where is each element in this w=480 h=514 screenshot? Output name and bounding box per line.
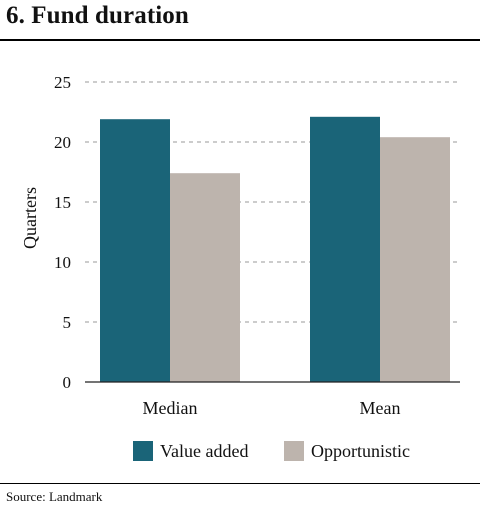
bars [100, 116, 450, 383]
y-tick-label: 25 [54, 73, 71, 92]
y-tick-label: 10 [54, 253, 71, 272]
legend-swatch [133, 441, 153, 461]
bar-value-added-mean [310, 116, 380, 383]
source-rule [0, 483, 480, 484]
source-note: Source: Landmark [6, 489, 103, 504]
y-axis-label: Quarters [20, 187, 40, 249]
x-category-label: Mean [360, 398, 401, 418]
bar-opportunistic-median [170, 173, 240, 382]
y-ticks: 0 5 10 15 20 25 [54, 73, 71, 392]
y-tick-label: 5 [63, 313, 72, 332]
legend-label: Value added [160, 441, 248, 461]
bar-chart: 0 5 10 15 20 25 Median Mean Quarters Value add… [20, 73, 460, 461]
legend-swatch [284, 441, 304, 461]
legend: Value added Opportunistic [133, 441, 410, 461]
y-tick-label: 15 [54, 193, 71, 212]
title-rule [0, 39, 480, 41]
x-category-label: Median [143, 398, 198, 418]
category-labels: Median Mean [143, 398, 401, 418]
bar-opportunistic-mean [380, 137, 450, 382]
y-tick-label: 20 [54, 133, 71, 152]
chart-title: 6. Fund duration [6, 2, 189, 29]
bar-value-added-median [100, 119, 170, 382]
y-tick-label: 0 [63, 373, 72, 392]
legend-label: Opportunistic [311, 441, 410, 461]
